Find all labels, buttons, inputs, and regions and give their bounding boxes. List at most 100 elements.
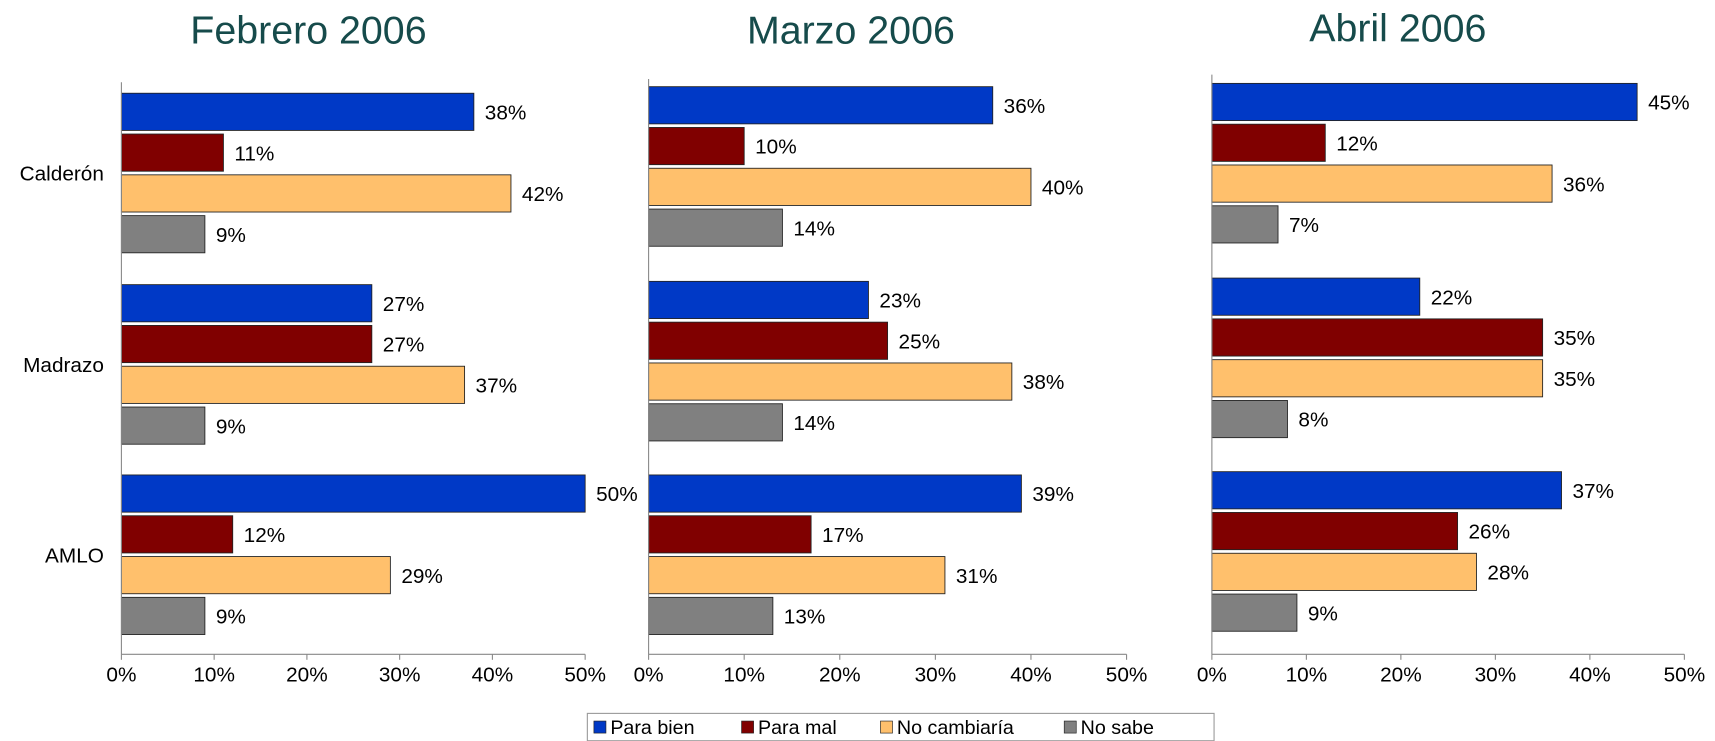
data-label: 36% [1004, 95, 1046, 118]
data-label: 27% [383, 293, 425, 316]
data-label: 35% [1554, 368, 1596, 391]
bar [648, 474, 1022, 513]
x-tick-label: 10% [193, 664, 235, 687]
legend-swatch [880, 720, 893, 734]
data-label: 28% [1487, 562, 1529, 585]
x-tick-label: 50% [1664, 664, 1706, 687]
bar [1211, 205, 1279, 244]
data-label: 50% [596, 483, 638, 506]
x-tick-label: 40% [1010, 664, 1052, 687]
data-label: 10% [755, 136, 797, 159]
legend-swatch [593, 720, 607, 734]
data-label: 9% [216, 224, 246, 247]
x-tick-label: 50% [564, 664, 606, 687]
bar [648, 515, 812, 554]
bar [648, 556, 946, 595]
bar [1211, 593, 1298, 632]
bar [1211, 318, 1544, 357]
bar [1211, 552, 1477, 591]
data-label: 17% [822, 524, 864, 547]
bar [648, 403, 783, 442]
data-label: 14% [793, 412, 835, 435]
bar [648, 208, 783, 247]
data-label: 22% [1431, 286, 1473, 309]
legend-label: Para bien [610, 717, 694, 739]
x-tick-label: 10% [1286, 664, 1328, 687]
data-label: 38% [1023, 371, 1065, 394]
data-label: 7% [1289, 214, 1319, 237]
data-label: 37% [1572, 480, 1614, 503]
bar [120, 174, 512, 213]
legend-label: No sabe [1081, 717, 1154, 739]
bar [648, 127, 745, 166]
x-tick-label: 10% [723, 664, 765, 687]
data-label: 27% [383, 334, 425, 357]
bar [1211, 82, 1638, 122]
bar [1211, 471, 1562, 510]
bar [1211, 512, 1459, 551]
bar [120, 474, 586, 513]
x-tick-label: 20% [819, 664, 861, 687]
data-label: 42% [522, 183, 564, 206]
data-label: 37% [476, 375, 518, 398]
x-tick-label: 30% [1475, 664, 1517, 687]
data-label: 26% [1469, 521, 1511, 544]
data-label: 36% [1563, 173, 1605, 196]
category-label: AMLO [45, 544, 104, 567]
x-tick-label: 30% [379, 664, 421, 687]
bar [120, 596, 206, 635]
data-label: 23% [879, 290, 921, 313]
data-label: 31% [956, 565, 998, 588]
data-label: 9% [216, 606, 246, 629]
data-label: 9% [216, 415, 246, 438]
data-label: 14% [793, 217, 835, 240]
data-label: 9% [1308, 602, 1338, 625]
data-label: 29% [401, 565, 443, 588]
bar [648, 280, 869, 319]
data-label: 13% [784, 606, 826, 629]
bar [648, 86, 994, 125]
bar [120, 324, 373, 364]
legend-box [586, 712, 1215, 741]
bar [648, 596, 774, 635]
bar [120, 515, 234, 554]
bar [648, 167, 1032, 206]
x-tick-label: 50% [1106, 664, 1148, 687]
bar [120, 406, 206, 445]
data-label: 40% [1042, 177, 1084, 200]
x-tick-label: 40% [472, 664, 514, 687]
chart-title: Abril 2006 [1309, 6, 1486, 50]
chart-title: Febrero 2006 [190, 8, 426, 52]
bar [1211, 123, 1326, 162]
data-label: 11% [234, 142, 274, 165]
bar [1211, 359, 1544, 398]
bar [120, 556, 391, 595]
category-label: Calderón [20, 163, 104, 186]
x-tick-label: 20% [286, 664, 328, 687]
x-tick-label: 0% [1197, 664, 1227, 687]
chart-title: Marzo 2006 [747, 8, 955, 52]
bar [1211, 277, 1421, 316]
legend-label: No cambiaría [897, 717, 1014, 739]
bar [648, 321, 889, 360]
x-tick-label: 0% [634, 664, 664, 687]
data-label: 12% [244, 524, 286, 547]
x-tick-label: 40% [1569, 664, 1611, 687]
legend-swatch [741, 720, 754, 734]
data-label: 38% [485, 102, 527, 125]
bar [120, 133, 224, 172]
data-label: 8% [1298, 409, 1328, 432]
legend-label: Para mal [758, 717, 837, 739]
bar [120, 365, 466, 404]
bar [1211, 400, 1288, 439]
data-label: 45% [1648, 92, 1690, 115]
data-label: 35% [1554, 327, 1596, 350]
legend-swatch [1063, 720, 1077, 734]
x-tick-label: 20% [1380, 664, 1422, 687]
bar [648, 362, 1013, 401]
data-label: 25% [899, 330, 941, 353]
bar [120, 284, 373, 323]
bar [120, 92, 475, 131]
data-label: 39% [1032, 483, 1074, 506]
